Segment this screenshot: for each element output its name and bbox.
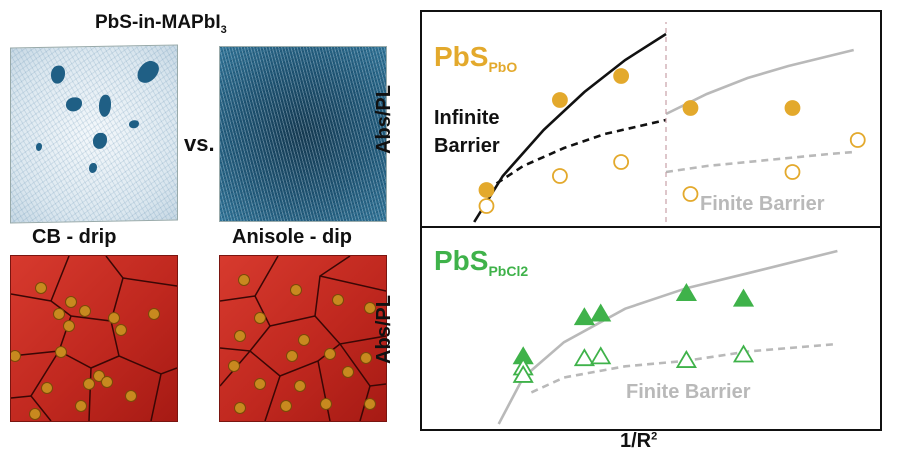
top-chart-data-point xyxy=(849,132,866,148)
cb-drip-3d-render xyxy=(10,44,178,224)
top-chart-plot-area xyxy=(473,22,866,223)
top-chart-infinite-dashed-line xyxy=(485,118,667,192)
pbs-cluster xyxy=(51,65,65,84)
top-chart-data-point xyxy=(682,100,699,116)
pbs-cluster xyxy=(89,162,97,174)
bottom-chart-data-point xyxy=(590,303,612,322)
top-chart-data-point xyxy=(613,68,630,84)
grain-boundaries xyxy=(219,255,387,422)
vs-label: vs. xyxy=(184,131,215,156)
bottom-chart-data-point xyxy=(675,283,697,301)
pbs-cluster xyxy=(99,94,111,117)
top-chart-svg: PbSPbO Infinite Barrier Finite Barrier xyxy=(434,22,866,223)
left-title-subscript: 3 xyxy=(220,23,227,36)
top-chart-data-point xyxy=(478,182,495,198)
bottom-chart-title-subscript: PbCl2 xyxy=(488,263,528,279)
left-title-text: PbS-in-MAPbI xyxy=(95,12,221,33)
x-axis-label-superscript: 2 xyxy=(651,430,658,443)
infinite-barrier-label-line2: Barrier xyxy=(434,135,500,157)
left-title: PbS-in-MAPbI3 xyxy=(95,12,227,36)
bottom-chart-data-point xyxy=(512,364,534,383)
bottom-chart-finite-dashed-line xyxy=(530,342,838,394)
cb-drip-grain-svg xyxy=(9,255,178,422)
pbs-cluster xyxy=(66,97,82,112)
bottom-chart-panel: PbSPbCl2 Finite Barrier xyxy=(420,226,882,431)
bottom-chart-data-point xyxy=(573,348,595,367)
top-chart-data-point xyxy=(784,164,801,180)
top-chart-data-point xyxy=(682,186,699,202)
top-chart-data-point xyxy=(552,92,568,108)
top-finite-barrier-label: Finite Barrier xyxy=(700,193,825,215)
top-chart-title-subscript: PbO xyxy=(488,59,517,75)
bottom-chart-data-point xyxy=(675,349,697,368)
bottom-finite-barrier-label: Finite Barrier xyxy=(626,381,751,403)
x-axis-label: 1/R2 xyxy=(620,430,657,453)
pbs-cluster xyxy=(36,142,42,152)
anisole-dip-grain-svg xyxy=(219,255,387,422)
anisole-dip-label: Anisole - dip xyxy=(232,226,352,248)
top-chart-title: PbSPbO xyxy=(434,41,517,75)
bottom-chart-svg: PbSPbCl2 Finite Barrier xyxy=(434,245,838,425)
bottom-chart-title: PbSPbCl2 xyxy=(434,245,528,279)
cb-drip-label: CB - drip xyxy=(32,226,117,248)
cb-drip-grain-schematic xyxy=(9,255,178,422)
bottom-chart-plot-area xyxy=(497,249,838,425)
top-chart-panel: PbSPbO Infinite Barrier Finite Barrier xyxy=(420,10,882,229)
top-y-axis-label: Abs/PL xyxy=(372,85,395,154)
top-chart-data-point xyxy=(552,168,568,184)
pbs-cluster xyxy=(129,120,139,129)
pbs-particles xyxy=(228,274,376,414)
top-chart-data-point xyxy=(613,154,630,170)
x-axis-label-text: 1/R xyxy=(620,430,652,452)
pbs-particles xyxy=(9,282,160,420)
top-chart-finite-solid-line xyxy=(665,48,855,116)
bottom-chart-data-point xyxy=(732,344,755,363)
infinite-barrier-label-line1: Infinite xyxy=(434,107,500,129)
anisole-dip-grain-schematic xyxy=(219,255,387,422)
pbs-cluster xyxy=(93,132,107,150)
grain-boundaries xyxy=(10,255,178,422)
bottom-y-axis-label: Abs/PL xyxy=(372,295,395,364)
top-chart-finite-dashed-line xyxy=(665,150,854,174)
bottom-chart-data-point xyxy=(732,288,755,307)
bottom-chart-data-point xyxy=(573,307,595,326)
anisole-dip-3d-render xyxy=(219,46,387,222)
pbs-cluster xyxy=(133,57,163,88)
top-chart-data-point xyxy=(784,100,801,116)
bottom-chart-data-point xyxy=(590,346,612,365)
top-chart-data-point xyxy=(478,198,495,214)
